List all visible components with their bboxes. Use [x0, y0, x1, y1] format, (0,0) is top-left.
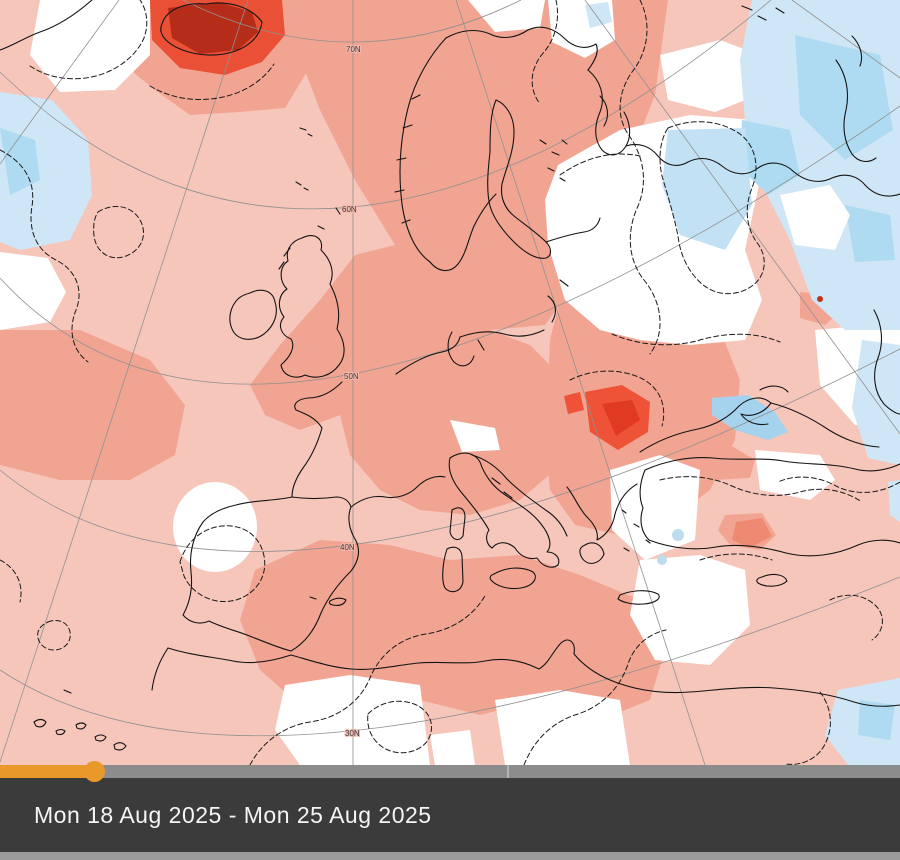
latitude-label-50n: 50N	[344, 372, 359, 381]
bottom-strip	[0, 852, 900, 860]
timeline-handle[interactable]	[83, 761, 105, 782]
latitude-label-40n: 40N	[340, 543, 355, 552]
coastlines	[0, 0, 900, 751]
dashed-contours	[0, 0, 900, 765]
date-range-label: Mon 18 Aug 2025 - Mon 25 Aug 2025	[34, 801, 432, 828]
map-cool-patches	[0, 0, 900, 765]
anomaly-map-svg: 70N 60N 50N 40N 30N	[0, 0, 900, 765]
latitude-label-70n: 70N	[346, 45, 361, 54]
statusbar: Mon 18 Aug 2025 - Mon 25 Aug 2025	[0, 778, 900, 852]
latitude-label-60n: 60N	[342, 205, 357, 214]
timeline-tick	[507, 765, 509, 778]
latitude-label-30n: 30N	[345, 729, 360, 738]
timeline-progress	[0, 765, 94, 778]
latitude-labels: 70N 60N 50N 40N 30N	[339, 44, 362, 739]
timeline-slider[interactable]	[0, 761, 900, 782]
map-warm-strong-patches	[150, 0, 823, 548]
anomaly-map-europe: 70N 60N 50N 40N 30N	[0, 0, 900, 765]
graticule	[0, 0, 900, 765]
